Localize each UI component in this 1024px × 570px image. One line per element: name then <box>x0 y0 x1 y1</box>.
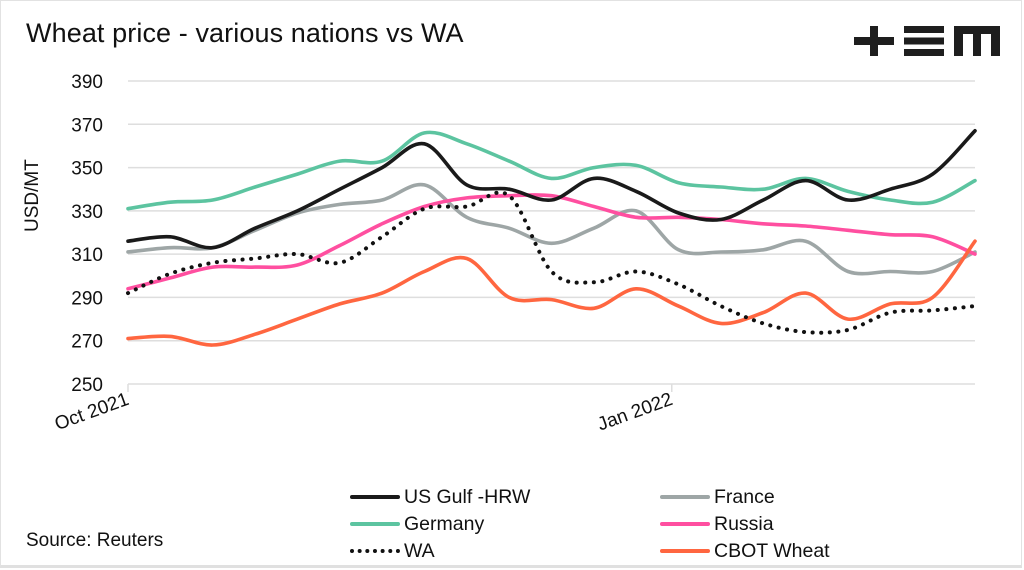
logo-e-mid <box>904 37 944 45</box>
legend-label: WA <box>404 539 435 562</box>
y-tick-label: 350 <box>71 159 103 180</box>
legend-label: US Gulf -HRW <box>404 485 531 508</box>
x-tick-label: Jan 2022 <box>595 389 676 435</box>
legend-label: France <box>714 485 775 508</box>
y-tick-label: 290 <box>71 288 103 309</box>
series-line-wa <box>126 190 977 335</box>
legend-item-germany[interactable]: Germany <box>350 511 484 537</box>
logo-plus-v <box>870 26 878 56</box>
legend-item-wa[interactable]: WA <box>350 538 435 564</box>
logo-e-bot <box>904 49 944 56</box>
y-tick-label: 310 <box>71 245 103 266</box>
legend: US Gulf -HRW France Germany Russia WA CB… <box>350 484 910 564</box>
legend-label: Russia <box>714 512 774 535</box>
source-note: Source: Reuters <box>26 530 164 551</box>
legend-swatch <box>660 549 710 553</box>
legend-item-cbot-wheat[interactable]: CBOT Wheat <box>660 538 830 564</box>
legend-swatch <box>660 522 710 526</box>
y-tick-label: 250 <box>71 375 103 396</box>
legend-swatch <box>660 495 710 499</box>
y-tick-label: 330 <box>71 202 103 223</box>
legend-item-russia[interactable]: Russia <box>660 511 774 537</box>
legend-swatch <box>350 549 400 553</box>
legend-swatch <box>350 522 400 526</box>
series-line-us-gulf-hrw <box>126 129 977 250</box>
y-tick-label: 390 <box>71 72 103 93</box>
legend-swatch <box>350 495 400 499</box>
series-line-cbot-wheat <box>126 239 977 347</box>
y-tick-label: 270 <box>71 332 103 353</box>
tem-logo <box>854 26 1000 56</box>
series-line-germany <box>126 130 977 211</box>
series-line-russia <box>126 193 977 291</box>
legend-label: CBOT Wheat <box>714 539 830 562</box>
legend-label: Germany <box>404 512 485 535</box>
chart-title: Wheat price - various nations vs WA <box>26 18 464 48</box>
legend-item-france[interactable]: France <box>660 484 775 510</box>
legend-item-us-gulf-hrw[interactable]: US Gulf -HRW <box>350 484 530 510</box>
logo-m <box>954 26 1000 56</box>
y-tick-label: 370 <box>71 115 103 136</box>
logo-e-top <box>904 26 944 33</box>
